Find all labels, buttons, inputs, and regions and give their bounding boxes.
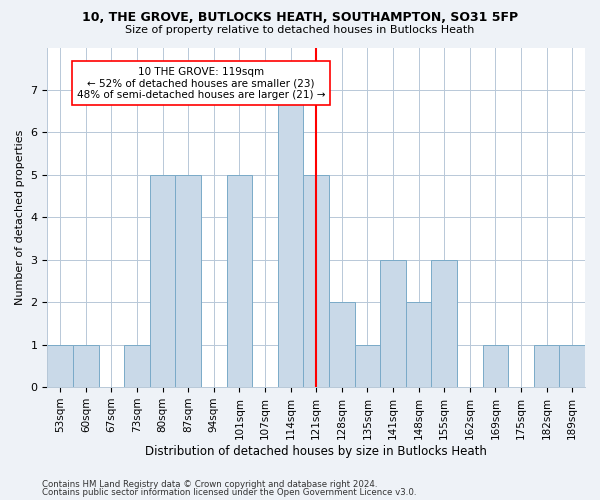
X-axis label: Distribution of detached houses by size in Butlocks Heath: Distribution of detached houses by size … bbox=[145, 444, 487, 458]
Bar bbox=[406, 302, 431, 387]
Bar bbox=[534, 344, 559, 387]
Text: Contains public sector information licensed under the Open Government Licence v3: Contains public sector information licen… bbox=[42, 488, 416, 497]
Bar bbox=[73, 344, 98, 387]
Bar bbox=[380, 260, 406, 387]
Bar bbox=[482, 344, 508, 387]
Text: 10 THE GROVE: 119sqm
← 52% of detached houses are smaller (23)
48% of semi-detac: 10 THE GROVE: 119sqm ← 52% of detached h… bbox=[77, 66, 325, 100]
Bar bbox=[278, 90, 304, 387]
Text: Size of property relative to detached houses in Butlocks Heath: Size of property relative to detached ho… bbox=[125, 25, 475, 35]
Text: Contains HM Land Registry data © Crown copyright and database right 2024.: Contains HM Land Registry data © Crown c… bbox=[42, 480, 377, 489]
Bar bbox=[304, 175, 329, 387]
Bar bbox=[227, 175, 252, 387]
Bar bbox=[175, 175, 201, 387]
Text: 10, THE GROVE, BUTLOCKS HEATH, SOUTHAMPTON, SO31 5FP: 10, THE GROVE, BUTLOCKS HEATH, SOUTHAMPT… bbox=[82, 11, 518, 24]
Y-axis label: Number of detached properties: Number of detached properties bbox=[15, 130, 25, 305]
Bar bbox=[559, 344, 585, 387]
Bar bbox=[355, 344, 380, 387]
Bar bbox=[124, 344, 150, 387]
Bar bbox=[329, 302, 355, 387]
Bar bbox=[431, 260, 457, 387]
Bar bbox=[150, 175, 175, 387]
Bar bbox=[47, 344, 73, 387]
